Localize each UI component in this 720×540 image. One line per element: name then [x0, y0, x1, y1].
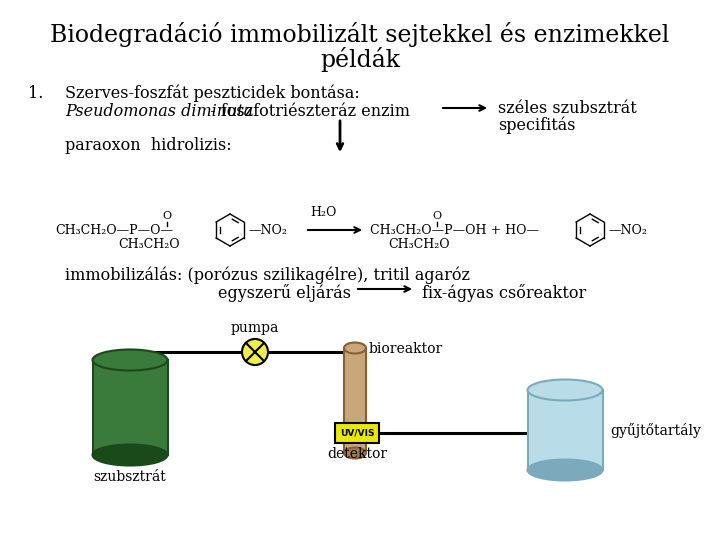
- Text: —NO₂: —NO₂: [608, 224, 647, 237]
- Text: bioreaktor: bioreaktor: [369, 342, 444, 356]
- Text: CH₃CH₂O: CH₃CH₂O: [388, 239, 450, 252]
- Ellipse shape: [344, 448, 366, 458]
- Text: szubsztrát: szubsztrát: [94, 470, 166, 484]
- Text: Biodegradáció immobilizált sejtekkel és enzimekkel: Biodegradáció immobilizált sejtekkel és …: [50, 22, 670, 47]
- Text: H₂O: H₂O: [310, 206, 336, 219]
- Text: széles szubsztrát: széles szubsztrát: [498, 100, 636, 117]
- Bar: [344, 348, 366, 453]
- Text: gyűjtőtartály: gyűjtőtartály: [611, 422, 701, 437]
- Text: CH₃CH₂O—P—OH + HO—: CH₃CH₂O—P—OH + HO—: [370, 224, 539, 237]
- Text: specifitás: specifitás: [498, 116, 575, 133]
- Text: Pseudomonas diminuta: Pseudomonas diminuta: [65, 103, 253, 120]
- Text: pumpa: pumpa: [231, 321, 279, 335]
- Ellipse shape: [528, 460, 603, 481]
- Bar: [335, 423, 379, 443]
- Ellipse shape: [92, 444, 168, 465]
- Text: 1.: 1.: [28, 85, 43, 102]
- Text: CH₃CH₂O—P—O—: CH₃CH₂O—P—O—: [55, 224, 173, 237]
- Text: Szerves-foszfát peszticidek bontása:: Szerves-foszfát peszticidek bontása:: [65, 85, 360, 103]
- Bar: [92, 360, 168, 455]
- Text: O: O: [163, 211, 171, 221]
- Text: —NO₂: —NO₂: [248, 224, 287, 237]
- Text: - foszfotriészteráz enzim: - foszfotriészteráz enzim: [205, 103, 410, 120]
- Text: UV/VIS: UV/VIS: [340, 429, 374, 437]
- Text: egyszerű eljárás: egyszerű eljárás: [218, 284, 351, 302]
- Text: fix-ágyas csőreaktor: fix-ágyas csőreaktor: [422, 284, 586, 302]
- Ellipse shape: [344, 342, 366, 354]
- Text: példák: példák: [320, 47, 400, 72]
- Text: O: O: [433, 211, 441, 221]
- Text: immobilizálás: (porózus szilikagélre), tritil agaróz: immobilizálás: (porózus szilikagélre), t…: [65, 267, 470, 285]
- Text: paraoxon  hidrolizis:: paraoxon hidrolizis:: [65, 137, 232, 154]
- Ellipse shape: [528, 380, 603, 401]
- Text: detektor: detektor: [327, 447, 387, 461]
- Circle shape: [242, 339, 268, 365]
- Ellipse shape: [92, 349, 168, 370]
- Bar: [528, 390, 603, 470]
- Text: CH₃CH₂O: CH₃CH₂O: [118, 239, 180, 252]
